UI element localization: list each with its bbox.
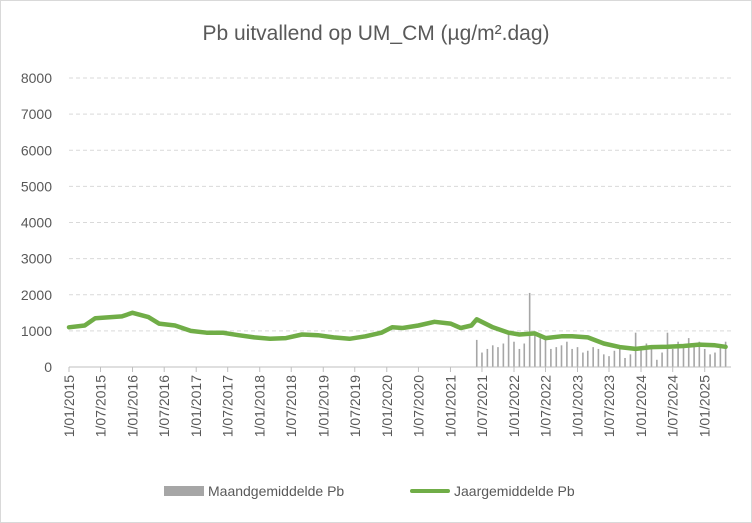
bar [656,359,658,367]
bar [724,341,727,367]
bar [582,352,584,367]
bar [698,341,701,367]
x-tick-label: 1/01/2018 [252,375,268,437]
y-tick-label: 1000 [21,323,52,339]
bar [586,350,589,367]
bar [624,357,626,367]
bar [491,345,494,367]
bar [677,341,679,367]
bar [671,348,674,367]
bar [650,348,653,367]
x-tick-label: 1/01/2016 [125,375,141,437]
bar [523,343,526,367]
bar [560,345,563,367]
x-tick-label: 1/01/2019 [315,375,331,437]
legend-swatch-bar [164,486,204,496]
bar [682,347,685,367]
x-tick-label: 1/01/2024 [633,375,649,437]
x-tick-label: 1/01/2020 [379,375,395,437]
bar [576,347,579,367]
bar [507,334,510,367]
x-tick-label: 1/01/2023 [570,375,586,437]
x-tick-label: 1/07/2022 [537,375,553,437]
annual-line [66,310,728,352]
legend: Maandgemiddelde Pb Jaargemiddelde Pb [0,483,752,503]
bar [518,348,521,367]
x-tick-label: 1/07/2015 [92,375,108,437]
x-tick-label: 1/07/2019 [347,375,363,437]
series-line-annual [66,310,728,352]
bar [497,347,499,367]
bar [597,348,600,367]
y-tick-label: 0 [44,359,52,375]
x-tick-label: 1/07/2023 [601,375,617,437]
bar [502,343,505,367]
bar [613,350,616,367]
bar [528,292,531,367]
y-tick-label: 4000 [21,215,52,231]
bar [703,348,706,367]
bar [481,352,483,367]
legend-label-annual: Jaargemiddelde Pb [454,483,575,499]
bar [550,348,552,367]
chart-title: Pb uitvallend op UM_CM (µg/m².dag) [202,22,550,45]
bar [661,352,663,367]
x-tick-label: 1/07/2016 [156,375,172,437]
bar [640,347,642,367]
x-tick-label: 1/01/2022 [506,375,522,437]
bar [539,338,542,367]
bar [714,352,716,367]
legend-item-annual: Jaargemiddelde Pb [410,483,575,499]
bar [602,354,605,367]
bar [666,332,669,367]
monthly-bars [475,292,727,367]
legend-item-monthly: Maandgemiddelde Pb [164,483,344,499]
x-tick-label: 1/07/2024 [665,375,681,437]
bar [645,343,648,367]
bar [475,339,478,367]
legend-swatch-line [410,489,450,493]
y-tick-label: 6000 [21,142,52,158]
x-tick-label: 1/01/2017 [188,375,204,437]
x-tick-label: 1/07/2020 [410,375,426,437]
bar [687,338,690,367]
y-tick-label: 5000 [21,178,52,194]
bar [629,354,632,367]
bar [555,347,558,367]
y-tick-label: 3000 [21,251,52,267]
x-tick-label: 1/01/2015 [61,375,77,437]
bar [709,354,711,367]
y-tick-label: 8000 [21,70,52,86]
x-tick-label: 1/07/2017 [220,375,236,437]
x-tick-label: 1/07/2018 [283,375,299,437]
bar [534,334,536,367]
bar [693,345,695,367]
y-tick-label: 2000 [21,287,52,303]
bar [592,347,594,367]
bar [566,341,568,367]
bar [571,348,573,367]
bar [618,347,621,367]
x-tick-label: 1/01/2025 [697,375,713,437]
y-axis-ticks: 0 1000 2000 3000 4000 5000 6000 7000 8000 [21,70,52,375]
bar [513,341,515,367]
bar [608,356,610,367]
gridlines [69,77,731,332]
legend-label-monthly: Maandgemiddelde Pb [208,483,345,499]
bar [486,348,489,367]
x-tick-label: 1/07/2021 [474,375,490,437]
bar [544,339,547,367]
x-axis-ticks: 1/01/2015 1/07/2015 1/01/2016 1/07/2016 1/01… [61,367,713,437]
bar [719,347,722,367]
y-tick-label: 7000 [21,106,52,122]
x-tick-label: 1/01/2021 [442,375,458,437]
